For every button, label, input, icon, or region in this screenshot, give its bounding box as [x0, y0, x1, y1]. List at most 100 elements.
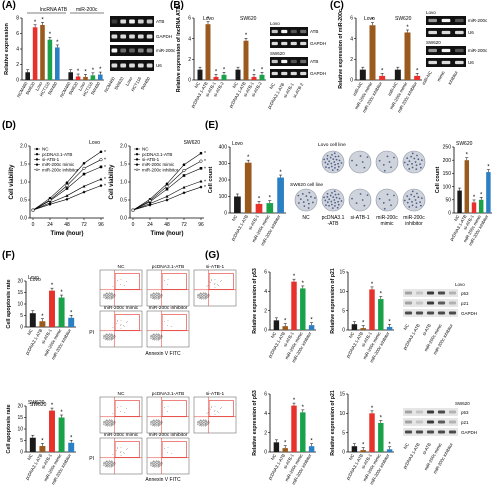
- significance-star: *: [253, 69, 256, 75]
- event-dot: [110, 422, 112, 423]
- band: [281, 41, 288, 46]
- event-dot: [151, 334, 153, 336]
- event-dot: [111, 296, 112, 298]
- event-dot: [123, 412, 125, 414]
- event-dot: [167, 447, 169, 449]
- significance-star: *: [261, 67, 264, 73]
- event-dot: [204, 419, 206, 421]
- event-dot: [155, 420, 157, 422]
- event-dot: [112, 465, 113, 467]
- event-dot: [104, 461, 106, 463]
- event-dot: [114, 296, 116, 298]
- event-dot: [152, 335, 154, 336]
- bar: [300, 412, 306, 452]
- category-label: NC: [453, 214, 460, 222]
- y-axis-label: Cell apoptosis rate: [6, 279, 12, 328]
- event-dot: [150, 295, 151, 296]
- y-tick-label: 6: [350, 16, 353, 22]
- significance-star: *: [487, 165, 490, 171]
- event-dot: [153, 466, 155, 467]
- data-point: [165, 194, 169, 198]
- event-dot: [106, 296, 108, 297]
- band: [448, 430, 457, 434]
- flow-y-label: PI: [89, 456, 94, 462]
- event-dot: [104, 293, 106, 295]
- bar: [213, 76, 219, 80]
- legend-marker: [35, 168, 39, 172]
- event-dot: [157, 336, 159, 337]
- bar: [369, 289, 375, 330]
- bar: [49, 290, 55, 327]
- colony: [382, 164, 385, 166]
- colony: [393, 194, 395, 197]
- event-dot: [111, 422, 113, 423]
- event-dot: [206, 297, 207, 299]
- event-dot: [198, 424, 200, 426]
- event-dot: [112, 334, 113, 335]
- event-dot: [161, 335, 163, 337]
- colony: [328, 198, 331, 201]
- event-dot: [109, 465, 111, 467]
- colony-dish-lovo: [402, 150, 426, 174]
- event-dot: [159, 335, 161, 337]
- event-dot: [109, 419, 111, 421]
- event-dot: [156, 293, 158, 295]
- y-tick-label: 20: [17, 404, 23, 410]
- event-dot: [104, 337, 106, 338]
- event-dot: [160, 293, 162, 295]
- gel-b-4: [270, 69, 308, 78]
- band: [441, 18, 451, 23]
- group-label: SW620: [240, 16, 257, 22]
- event-dot: [106, 462, 108, 464]
- event-dot: [110, 292, 112, 294]
- event-dot: [109, 298, 111, 300]
- event-dot: [105, 422, 107, 424]
- category-label: Lovo: [77, 80, 86, 91]
- event-dot: [151, 296, 153, 297]
- band: [404, 410, 413, 414]
- event-dot: [107, 461, 109, 463]
- petri-dish: [375, 188, 399, 212]
- significance-star: *: [204, 166, 206, 172]
- event-dot: [158, 420, 159, 422]
- colony: [378, 159, 381, 162]
- data-point: [199, 185, 203, 189]
- event-dot: [107, 296, 108, 298]
- event-dot: [217, 412, 219, 414]
- event-dot: [203, 296, 205, 297]
- western-blot-row: [403, 418, 458, 426]
- event-dot: [110, 336, 112, 337]
- event-dot: [155, 465, 157, 467]
- event-dot: [156, 294, 158, 296]
- event-dot: [153, 461, 154, 463]
- event-dot: [158, 462, 159, 463]
- event-dot: [113, 422, 114, 423]
- event-dot: [203, 419, 205, 421]
- event-dot: [159, 293, 161, 295]
- event-dot: [203, 295, 205, 297]
- event-dot: [201, 292, 203, 294]
- y-axis-label: Cell viability: [109, 164, 115, 200]
- event-dot: [113, 293, 115, 295]
- event-dot: [206, 293, 207, 294]
- y-tick-label: 0: [342, 328, 345, 334]
- event-dot: [155, 463, 156, 465]
- event-dot: [202, 294, 204, 296]
- y-tick-label: 4: [264, 411, 267, 417]
- colony: [420, 197, 423, 200]
- event-dot: [198, 295, 199, 297]
- event-dot: [214, 287, 216, 289]
- legend-marker: [35, 163, 39, 166]
- event-dot: [107, 297, 109, 299]
- event-dot: [114, 295, 116, 297]
- event-dot: [112, 339, 114, 340]
- event-dot: [204, 292, 206, 294]
- bar: [282, 326, 288, 330]
- event-dot: [112, 461, 113, 462]
- bar: [486, 172, 491, 213]
- event-dot: [201, 421, 203, 423]
- colony: [410, 193, 413, 196]
- event-dot: [200, 293, 201, 295]
- apoptosis-gate: [161, 400, 187, 417]
